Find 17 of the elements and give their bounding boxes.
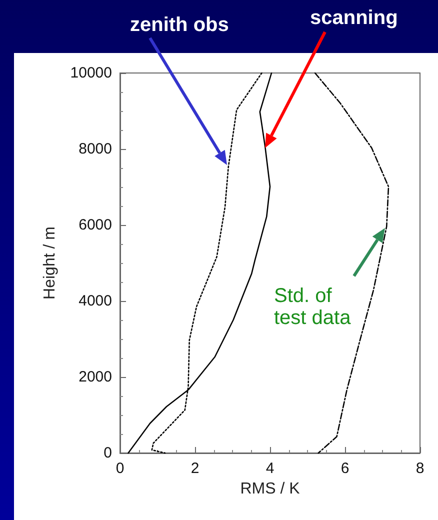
line-series	[314, 72, 390, 454]
x-tick-label: 6	[340, 460, 350, 477]
y-axis-title: Height / m	[42, 226, 58, 300]
text: scanning	[310, 7, 399, 29]
y-tick-label: 4000	[78, 292, 112, 310]
x-tick-label: 2	[190, 460, 200, 477]
y-tick-label: 0	[104, 444, 112, 462]
annotation: Std. of test data	[274, 285, 352, 329]
x-tick-label: 4	[266, 460, 274, 477]
x-axis-title: RMS / K	[240, 480, 300, 498]
y-tick-label: 8000	[78, 140, 112, 158]
y-tick-label: 2000	[78, 368, 112, 386]
x-tick-label: 8	[416, 460, 424, 477]
text: zenith obs	[130, 14, 230, 36]
y-tick-label: 6000	[78, 216, 112, 234]
x-tick-label: 0	[116, 460, 124, 477]
y-tick-label: 10000	[70, 64, 112, 82]
